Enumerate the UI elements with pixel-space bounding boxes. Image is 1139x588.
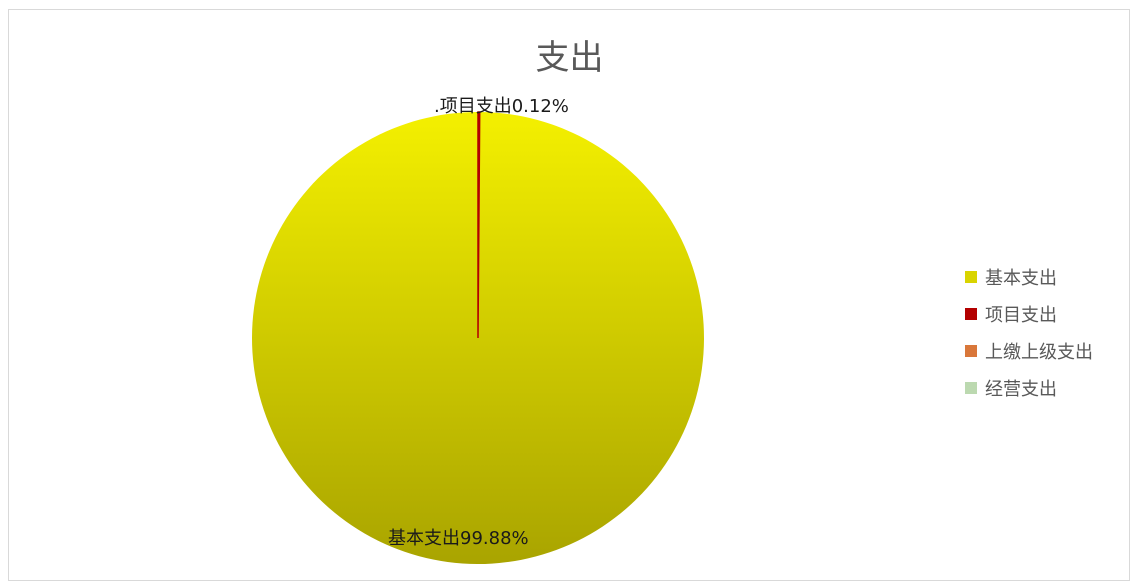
legend-item-operating-expense: 经营支出: [965, 369, 1093, 406]
legend-swatch: [965, 307, 977, 320]
legend-item-project-expense: 项目支出: [965, 295, 1093, 332]
legend-swatch: [965, 270, 977, 283]
legend-swatch: [965, 381, 977, 394]
legend-label: 上缴上级支出: [985, 341, 1093, 363]
legend-label: 经营支出: [985, 378, 1057, 400]
data-label-project-expense: .项目支出0.12%: [434, 96, 569, 117]
data-label-basic-expense: 基本支出99.88%: [388, 528, 529, 549]
chart-title: 支出: [535, 38, 604, 78]
legend-swatch: [965, 344, 977, 357]
legend-label: 项目支出: [985, 304, 1057, 326]
legend-label: 基本支出: [985, 267, 1057, 289]
legend-item-basic-expense: 基本支出: [965, 258, 1093, 295]
legend-item-remit-superior-expense: 上缴上级支出: [965, 332, 1093, 369]
legend: 基本支出 项目支出 上缴上级支出 经营支出: [965, 258, 1093, 406]
slice-project-expense: [477, 111, 481, 339]
